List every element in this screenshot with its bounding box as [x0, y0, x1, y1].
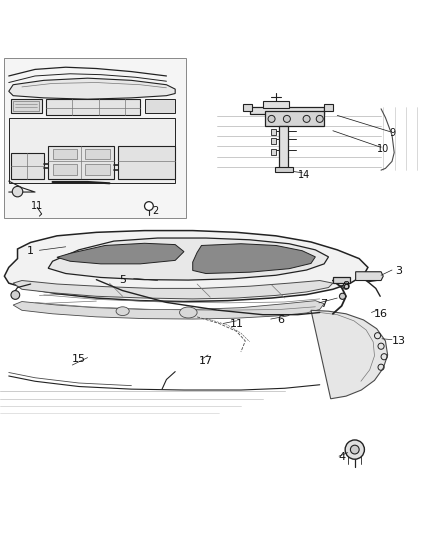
Polygon shape — [356, 272, 383, 280]
Text: 14: 14 — [298, 169, 311, 180]
Polygon shape — [9, 118, 175, 183]
Text: 8: 8 — [343, 281, 350, 291]
Circle shape — [339, 293, 346, 300]
Polygon shape — [271, 149, 276, 155]
Polygon shape — [333, 278, 350, 283]
Text: 17: 17 — [199, 356, 213, 366]
Polygon shape — [13, 101, 39, 111]
Circle shape — [350, 445, 359, 454]
Polygon shape — [271, 138, 276, 144]
Text: 5: 5 — [119, 274, 126, 285]
Polygon shape — [57, 243, 184, 264]
Text: 2: 2 — [152, 206, 159, 216]
Polygon shape — [9, 78, 175, 99]
Polygon shape — [4, 59, 186, 219]
Text: 13: 13 — [392, 336, 406, 346]
Text: 7: 7 — [321, 298, 328, 309]
Text: 15: 15 — [72, 354, 86, 365]
Circle shape — [145, 201, 153, 211]
Circle shape — [12, 187, 23, 197]
Circle shape — [303, 115, 310, 123]
Polygon shape — [265, 111, 324, 126]
Ellipse shape — [180, 307, 197, 318]
Polygon shape — [311, 310, 388, 399]
Polygon shape — [48, 238, 328, 280]
Polygon shape — [85, 149, 110, 159]
Polygon shape — [263, 101, 289, 108]
Polygon shape — [275, 167, 293, 172]
Circle shape — [316, 115, 323, 123]
Polygon shape — [48, 146, 114, 179]
Polygon shape — [118, 146, 175, 179]
Polygon shape — [13, 280, 333, 299]
Polygon shape — [279, 126, 288, 168]
Polygon shape — [243, 104, 252, 111]
Circle shape — [268, 115, 275, 123]
Polygon shape — [250, 107, 324, 114]
Circle shape — [283, 115, 290, 123]
Polygon shape — [46, 99, 140, 115]
Text: 9: 9 — [389, 128, 395, 138]
Polygon shape — [11, 152, 44, 179]
Polygon shape — [85, 164, 110, 174]
Text: 11: 11 — [31, 201, 43, 212]
Polygon shape — [193, 244, 315, 273]
Text: 10: 10 — [377, 144, 389, 154]
Circle shape — [345, 440, 364, 459]
Text: 11: 11 — [230, 319, 244, 329]
Polygon shape — [53, 149, 77, 159]
Polygon shape — [271, 128, 276, 135]
Polygon shape — [324, 104, 333, 111]
Text: 1: 1 — [27, 246, 34, 256]
Ellipse shape — [116, 307, 129, 316]
Polygon shape — [53, 164, 77, 174]
Circle shape — [11, 290, 20, 300]
Polygon shape — [11, 99, 42, 113]
Text: 6: 6 — [277, 315, 284, 325]
Polygon shape — [13, 301, 324, 319]
Polygon shape — [145, 99, 175, 113]
Text: 3: 3 — [395, 266, 402, 276]
Polygon shape — [4, 231, 368, 302]
Text: 4: 4 — [338, 452, 345, 462]
Text: 16: 16 — [374, 309, 388, 319]
Circle shape — [343, 283, 349, 289]
